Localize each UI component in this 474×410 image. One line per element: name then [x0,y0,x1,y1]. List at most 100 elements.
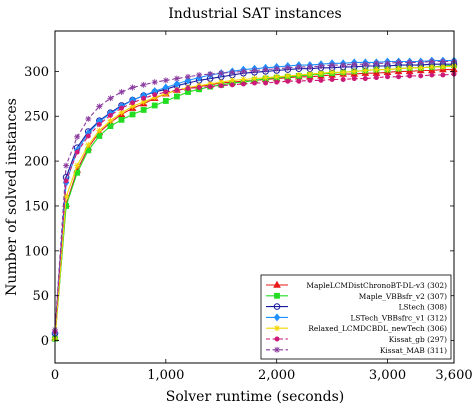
data-point [173,79,181,88]
data-point [274,79,280,85]
data-point [406,64,413,71]
data-point [318,77,324,83]
data-point [428,58,435,65]
data-point [439,58,446,65]
data-point [384,66,391,73]
chart-title: Industrial SAT instances [168,6,341,22]
data-point [163,89,169,95]
x-tick-label: 2,000 [258,368,295,383]
legend-label: Relaxed_LCMDCBDL_newTech (306) [308,324,447,333]
data-point [74,149,80,155]
legend-label: MapleLCMDistChronoBT-DL-v3 (302) [306,281,447,290]
legend-label: Kissat_MAB (311) [380,346,447,355]
data-point [173,75,180,82]
data-point [263,80,269,86]
data-point [240,81,246,87]
data-point [129,103,136,110]
data-point [406,59,413,66]
data-point [296,78,302,84]
data-point [429,72,435,78]
data-point [306,63,313,70]
data-point [385,74,390,80]
data-point [129,111,136,118]
data-point [306,71,313,78]
data-point [196,71,203,78]
data-point [74,133,81,140]
y-tick-label: 0 [41,334,49,349]
data-point [351,76,357,82]
data-point [118,109,125,116]
data-point [284,72,291,79]
data-point [252,80,257,86]
x-axis-label: Solver runtime (seconds) [166,389,345,405]
x-tick-label: 3,600 [435,368,472,383]
data-point [96,133,103,139]
data-point [395,59,402,66]
data-point [362,67,369,74]
data-point [318,62,324,69]
data-point [384,60,391,67]
y-tick-label: 150 [24,199,49,214]
data-point [396,74,402,80]
data-point [63,162,70,169]
data-point [295,71,302,78]
legend-label: LStech (308) [399,303,448,312]
data-point [362,76,368,82]
y-tick-label: 250 [24,110,49,125]
data-point [373,66,380,73]
data-point [119,105,124,111]
data-point [96,121,102,127]
data-point [340,76,346,82]
data-point [307,77,313,83]
legend-marker [274,346,280,353]
data-point [273,65,280,72]
data-point [140,81,147,88]
y-tick-label: 100 [24,244,49,259]
data-point [373,75,379,81]
data-point [262,74,269,81]
legend-label: LSTech_VBBsfrc_v1 (312) [351,313,448,322]
data-point [96,103,103,110]
x-tick-label: 0 [51,368,59,383]
data-point [428,63,435,70]
y-tick-label: 50 [32,289,49,304]
data-point [162,98,169,104]
data-point [118,116,125,123]
legend-marker [273,313,281,322]
data-point [329,69,336,76]
data-point [140,98,147,105]
data-point [151,94,158,101]
data-point [229,77,236,84]
data-point [207,71,214,78]
data-point [85,133,91,139]
data-point [184,76,192,85]
legend-marker [274,336,280,342]
data-point [63,194,70,200]
data-point [251,67,258,74]
data-point [185,73,191,80]
data-point [218,70,225,77]
legend-label: Kissat_gb (297) [389,335,447,344]
data-point [273,73,280,80]
data-point [107,95,114,102]
data-point [240,76,247,83]
data-point [439,63,446,70]
legend-marker [273,303,281,310]
data-point [229,82,235,88]
data-point [85,141,92,148]
data-point [407,73,413,79]
data-point [284,64,291,71]
data-point [107,123,114,130]
data-point [351,68,358,75]
data-point [251,75,258,82]
data-point [262,66,269,73]
data-point [329,62,336,69]
data-point [151,102,158,109]
data-point [162,77,169,84]
x-tick-label: 1,000 [147,368,184,383]
data-point [218,79,225,86]
data-point [118,89,125,96]
data-point [340,62,347,69]
plot-area-frame [54,30,455,364]
